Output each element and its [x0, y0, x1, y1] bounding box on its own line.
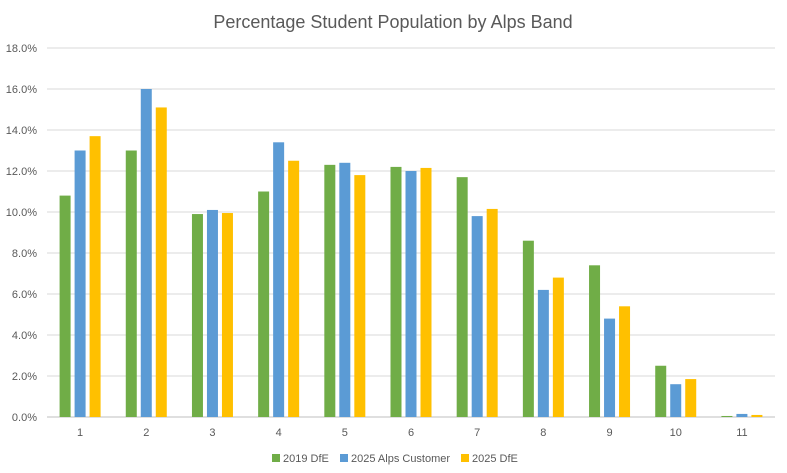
bar-2019-dfe-band-10: [655, 365, 667, 417]
bar-2025-dfe-band-1: [89, 136, 101, 417]
bars: [59, 89, 763, 418]
y-tick-label: 4.0%: [12, 330, 37, 342]
bar-2025-dfe-band-8: [552, 277, 564, 417]
legend-swatch: [340, 454, 348, 462]
bar-2019-dfe-band-1: [59, 195, 71, 417]
chart-title: Percentage Student Population by Alps Ba…: [213, 12, 572, 32]
bar-2025-dfe-band-3: [221, 213, 233, 417]
legend: 2019 DfE 2025 Alps Customer 2025 DfE: [272, 453, 518, 465]
bar-2019-dfe-band-2: [125, 150, 137, 417]
legend-swatch: [272, 454, 280, 462]
bar-2019-dfe-band-7: [456, 177, 468, 417]
bar-2025-alps-customer-band-10: [670, 384, 682, 417]
y-tick-label: 8.0%: [12, 248, 37, 260]
bar-2025-dfe-band-4: [288, 160, 300, 417]
x-tick-label: 8: [540, 427, 546, 439]
bar-2025-alps-customer-band-8: [537, 289, 549, 417]
bar-2025-alps-customer-band-6: [405, 171, 417, 417]
x-tick-label: 9: [606, 427, 612, 439]
x-tick-label: 2: [143, 427, 149, 439]
bar-2025-alps-customer-band-1: [74, 150, 86, 417]
x-tick-label: 4: [276, 427, 282, 439]
bar-2025-alps-customer-band-9: [604, 318, 616, 417]
bar-2025-dfe-band-11: [751, 414, 763, 417]
bar-2019-dfe-band-4: [258, 191, 270, 417]
bar-2025-dfe-band-7: [486, 208, 498, 417]
legend-label: 2025 DfE: [472, 453, 518, 465]
bar-2025-dfe-band-2: [155, 107, 167, 417]
bar-2025-alps-customer-band-3: [206, 209, 218, 417]
y-tick-label: 10.0%: [6, 207, 37, 219]
bar-2025-dfe-band-5: [354, 175, 366, 417]
bar-2019-dfe-band-5: [324, 164, 336, 417]
x-tick-label: 1: [77, 427, 83, 439]
bar-2025-alps-customer-band-11: [736, 413, 748, 417]
bar-2019-dfe-band-11: [721, 415, 733, 417]
x-tick-label: 10: [670, 427, 682, 439]
bar-2019-dfe-band-9: [589, 265, 601, 417]
y-tick-label: 2.0%: [12, 371, 37, 383]
legend-label: 2019 DfE: [283, 453, 329, 465]
bar-2019-dfe-band-3: [191, 214, 203, 417]
bar-2025-alps-customer-band-7: [471, 216, 483, 417]
bar-2025-dfe-band-9: [619, 306, 631, 417]
y-tick-label: 12.0%: [6, 166, 37, 178]
bar-2025-dfe-band-6: [420, 167, 432, 417]
x-tick-label: 5: [342, 427, 348, 439]
bar-2019-dfe-band-8: [522, 240, 534, 417]
legend-label: 2025 Alps Customer: [351, 453, 450, 465]
x-axis-ticks: 1 2 3 4 5 6 7 8 9 10 11: [77, 427, 748, 439]
y-axis-ticks: 0.0% 2.0% 4.0% 6.0% 8.0% 10.0% 12.0% 14.0% 16.0%…: [6, 43, 37, 424]
y-tick-label: 0.0%: [12, 412, 37, 424]
bar-2025-alps-customer-band-4: [273, 142, 285, 418]
legend-swatch: [461, 454, 469, 462]
bar-2025-dfe-band-10: [685, 379, 697, 417]
x-tick-label: 3: [209, 427, 215, 439]
x-tick-label: 6: [408, 427, 414, 439]
x-tick-label: 7: [474, 427, 480, 439]
bar-2019-dfe-band-6: [390, 166, 402, 417]
bar-2025-alps-customer-band-2: [140, 89, 152, 417]
y-tick-label: 6.0%: [12, 289, 37, 301]
y-tick-label: 18.0%: [6, 43, 37, 55]
x-tick-label: 11: [736, 427, 747, 439]
bar-2025-alps-customer-band-5: [339, 162, 351, 417]
y-tick-label: 16.0%: [6, 84, 37, 96]
y-tick-label: 14.0%: [6, 125, 37, 137]
